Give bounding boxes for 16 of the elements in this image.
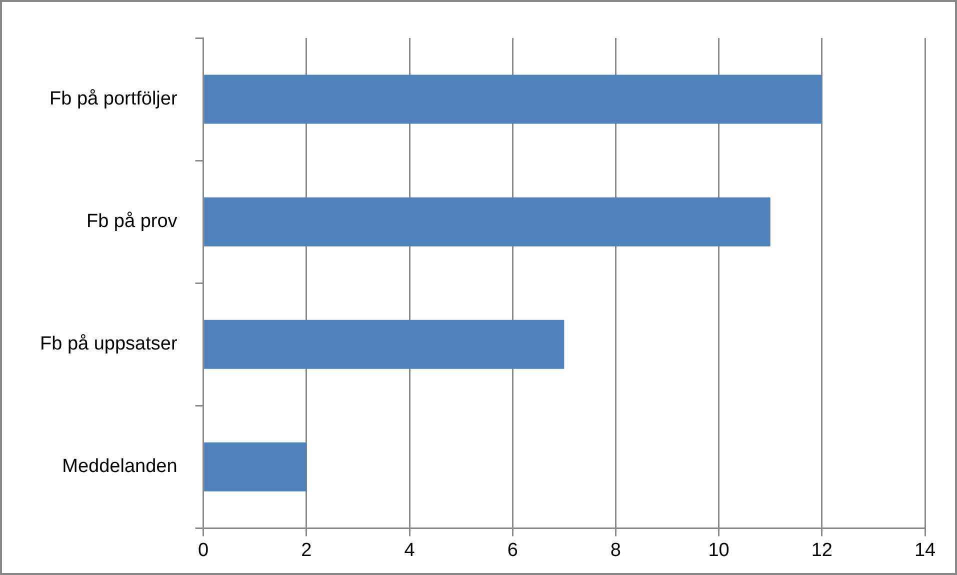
x-tick-label: 14 — [914, 540, 936, 561]
x-tick-label: 2 — [301, 540, 312, 561]
x-tick-label: 10 — [708, 540, 730, 561]
x-tick-label: 4 — [404, 540, 416, 561]
x-tick-label: 0 — [198, 540, 209, 561]
x-tick-label: 12 — [811, 540, 832, 561]
y-tick-label: Fb på uppsatser — [40, 334, 178, 355]
bar — [204, 74, 822, 124]
bar — [204, 320, 564, 369]
bar — [204, 197, 770, 246]
y-tick-label: Fb på prov — [86, 211, 178, 232]
y-tick-label: Fb på portföljer — [50, 88, 178, 110]
y-tick-label: Meddelanden — [62, 456, 178, 478]
bar — [204, 442, 306, 492]
x-tick-label: 6 — [507, 540, 518, 561]
x-tick-label: 8 — [610, 540, 621, 561]
